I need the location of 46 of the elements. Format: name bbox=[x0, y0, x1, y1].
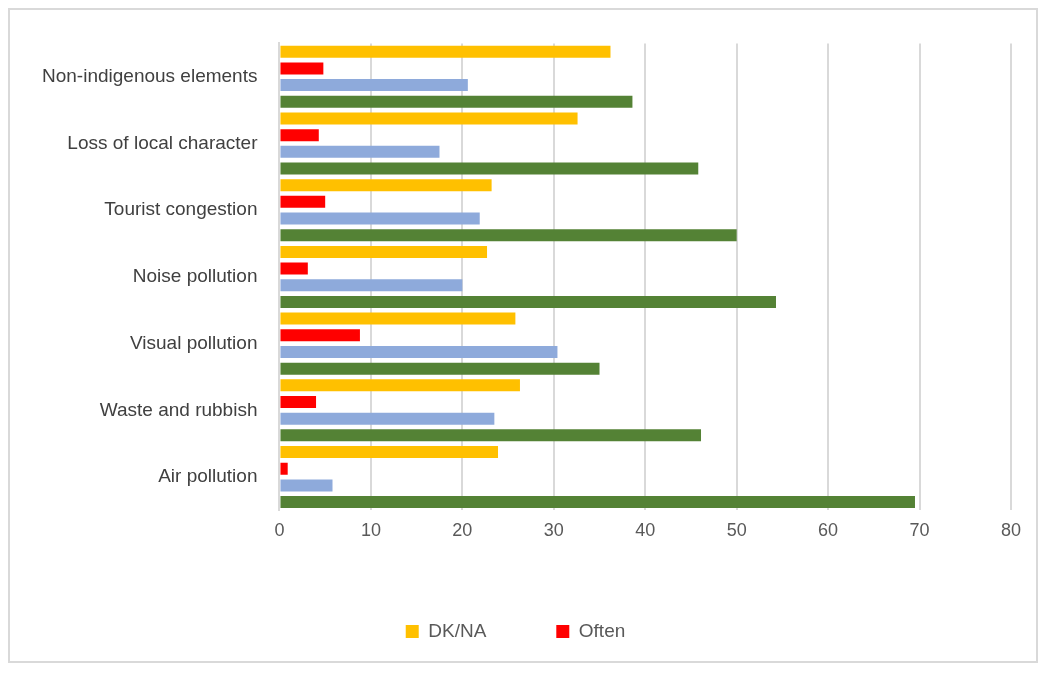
bar bbox=[280, 195, 326, 208]
legend-label: DK/NA bbox=[428, 619, 487, 641]
x-tick-label: 0 bbox=[274, 520, 285, 541]
y-tick-label: Non-indigenous elements bbox=[42, 64, 258, 86]
x-tick-label: 60 bbox=[818, 520, 839, 541]
x-tick-label: 30 bbox=[543, 520, 564, 541]
bar bbox=[280, 412, 495, 425]
y-tick-label: Noise pollution bbox=[132, 265, 258, 287]
legend-label: Often bbox=[578, 619, 626, 641]
y-tick-label: Waste and rubbish bbox=[99, 398, 258, 420]
bar bbox=[280, 212, 480, 225]
bar bbox=[280, 395, 317, 408]
bar bbox=[280, 45, 611, 58]
bar bbox=[280, 145, 440, 158]
x-tick-label: 50 bbox=[726, 520, 747, 541]
y-tick-label: Visual pollution bbox=[130, 331, 258, 353]
y-tick-label: Tourist congestion bbox=[104, 198, 258, 220]
x-tick-label: 20 bbox=[452, 520, 473, 541]
x-tick-label: 70 bbox=[909, 520, 930, 541]
bar bbox=[280, 429, 702, 442]
bar bbox=[280, 179, 492, 192]
bar bbox=[280, 79, 468, 92]
bar bbox=[280, 379, 520, 392]
x-tick-label: 80 bbox=[1000, 520, 1022, 541]
bar bbox=[280, 262, 308, 275]
bar bbox=[280, 479, 333, 492]
bar bbox=[280, 295, 776, 308]
bar bbox=[280, 462, 288, 475]
bar bbox=[280, 95, 633, 108]
bar bbox=[280, 112, 578, 125]
x-tick-label: 40 bbox=[635, 520, 656, 541]
bar bbox=[280, 129, 319, 142]
bar bbox=[280, 229, 737, 242]
bar bbox=[280, 312, 516, 325]
bar bbox=[280, 446, 499, 459]
y-tick-label: Air pollution bbox=[158, 465, 258, 487]
bar bbox=[280, 162, 699, 175]
bar bbox=[280, 245, 488, 258]
bar bbox=[280, 362, 600, 375]
bar bbox=[280, 329, 360, 342]
bar bbox=[280, 496, 915, 509]
y-tick-label: Loss of local character bbox=[67, 131, 259, 153]
bar bbox=[280, 345, 558, 358]
x-tick-label: 10 bbox=[360, 520, 381, 541]
bar bbox=[280, 279, 463, 292]
bar bbox=[280, 62, 324, 75]
